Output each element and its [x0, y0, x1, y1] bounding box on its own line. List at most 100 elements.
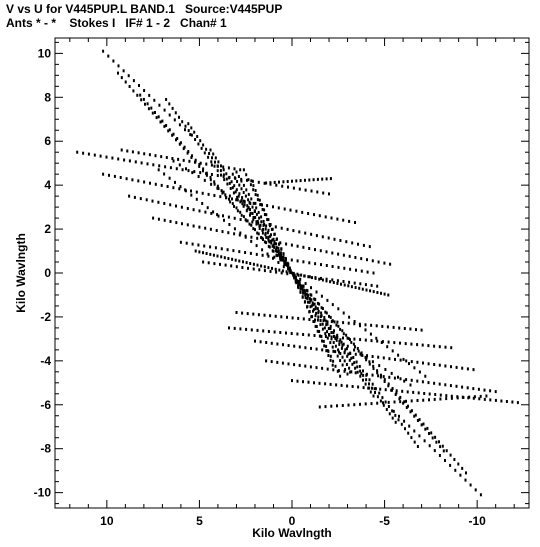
uv-point [146, 102, 149, 106]
uv-point [154, 111, 156, 114]
uv-point [409, 327, 412, 331]
uv-point [252, 227, 255, 231]
uv-point [404, 427, 406, 431]
uv-point [279, 331, 282, 334]
uv-point [438, 440, 440, 444]
uv-point [318, 334, 321, 338]
uv-point [353, 337, 356, 341]
uv-point [329, 327, 332, 330]
uv-point [234, 258, 237, 262]
uv-point [290, 258, 293, 262]
uv-point [292, 186, 295, 190]
uv-point [444, 383, 447, 387]
uv-point [421, 343, 424, 347]
uv-point [433, 449, 436, 453]
uv-point [339, 239, 342, 242]
uv-point [297, 282, 300, 286]
uv-point [163, 124, 166, 128]
uv-point [302, 284, 305, 288]
uv-point [273, 242, 276, 246]
uv-point [209, 245, 212, 249]
uv-point [334, 336, 337, 340]
uv-point [461, 466, 464, 470]
uv-point [207, 261, 210, 265]
uv-point [301, 210, 304, 214]
uv-point [319, 249, 322, 253]
uv-point [263, 208, 266, 212]
uv-point [383, 380, 386, 383]
uv-point [302, 317, 305, 321]
uv-point [268, 223, 271, 226]
uv-point [256, 193, 259, 197]
uv-point [342, 218, 345, 222]
uv-point [190, 156, 193, 159]
uv-point [337, 307, 340, 311]
uv-point [171, 133, 174, 137]
uv-point [222, 165, 225, 169]
uv-point [172, 159, 175, 163]
uv-point [199, 171, 202, 175]
uv-point [390, 371, 393, 375]
uv-point [326, 367, 329, 371]
uv-point [331, 363, 334, 367]
uv-point [143, 180, 146, 184]
uv-point [246, 178, 248, 182]
uv-point [152, 216, 155, 220]
uv-point [316, 318, 319, 322]
uv-point [239, 200, 242, 204]
uv-point [359, 352, 362, 356]
uv-point [142, 97, 145, 101]
uv-point [190, 193, 193, 197]
uv-point [166, 185, 169, 188]
uv-point [335, 323, 338, 327]
uv-point [209, 227, 212, 231]
uv-point [245, 261, 248, 265]
uv-point [316, 307, 319, 311]
uv-point [252, 188, 255, 192]
uv-point [287, 344, 290, 347]
uv-point [315, 325, 318, 328]
uv-point [479, 493, 482, 497]
uv-point [282, 252, 285, 256]
uv-point [108, 173, 110, 177]
uv-point [320, 276, 322, 280]
uv-point [331, 319, 334, 323]
uv-point [314, 314, 317, 318]
uv-point [399, 400, 402, 404]
uv-point [410, 378, 413, 382]
uv-point [252, 262, 255, 266]
uv-point [203, 151, 206, 155]
uv-point [438, 454, 441, 457]
uv-point [331, 265, 334, 268]
uv-point [279, 256, 282, 260]
uv-point [494, 398, 497, 402]
uv-point [250, 223, 253, 227]
uv-point [275, 183, 278, 187]
uv-point [329, 280, 332, 284]
uv-point [132, 79, 135, 83]
uv-point [225, 196, 228, 199]
uv-point [308, 310, 311, 314]
uv-point [158, 164, 161, 168]
uv-point [394, 420, 397, 424]
uv-point [353, 403, 356, 407]
uv-point [328, 314, 330, 318]
uv-point [296, 379, 299, 383]
x-tick-label: -10 [468, 514, 486, 528]
uv-point [240, 213, 243, 217]
uv-point [255, 220, 258, 224]
uv-point [355, 268, 357, 272]
uv-point [354, 371, 357, 375]
uv-point [362, 243, 365, 247]
uv-point [318, 302, 321, 306]
uv-point [274, 249, 277, 253]
uv-point [215, 229, 218, 232]
uv-point [186, 151, 189, 155]
uv-point [87, 152, 90, 156]
uv-point [369, 289, 372, 293]
uv-point [238, 192, 241, 196]
uv-point [260, 264, 263, 268]
uv-point [168, 128, 171, 132]
uv-point [412, 390, 415, 394]
